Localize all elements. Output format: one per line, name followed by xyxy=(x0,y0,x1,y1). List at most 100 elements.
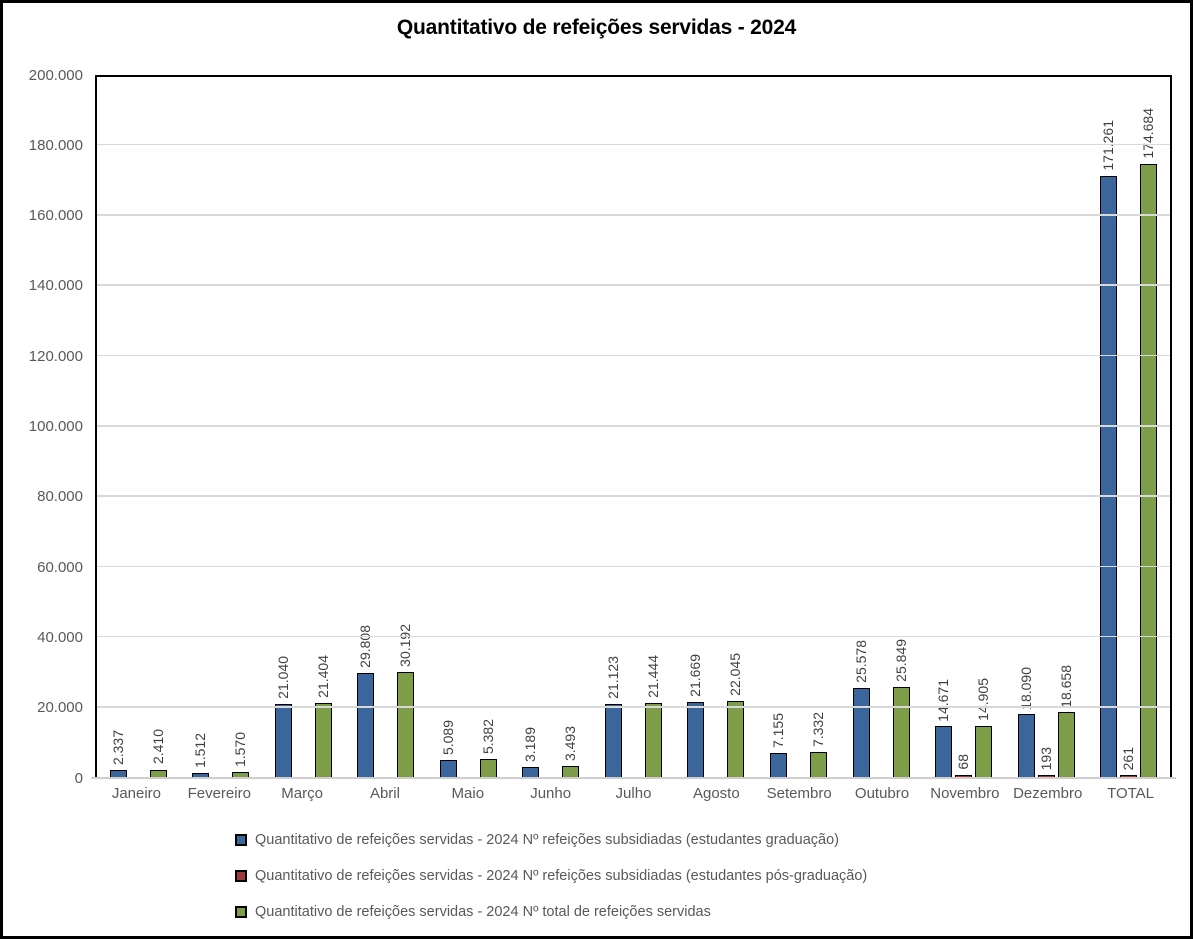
bar-value-label: 68 xyxy=(955,754,972,770)
x-tick-label: Setembro xyxy=(766,785,832,802)
bar xyxy=(274,704,292,778)
legend-label: Quantitativo de refeições servidas - 202… xyxy=(255,868,868,884)
plot-bars: 2.337 2.410 1.512 1.570 21.040 21.404 29.808 30… xyxy=(97,77,1170,778)
series-cell: 3.189 xyxy=(522,726,540,778)
bar-value-label: 7.332 xyxy=(810,712,827,748)
legend-label: Quantitativo de refeições servidas - 202… xyxy=(255,904,711,920)
y-tick-label: 100.000 xyxy=(28,418,83,435)
bar-group-agosto: 21.669 22.045 xyxy=(675,77,758,778)
series-cell: 2.337 xyxy=(109,730,127,778)
x-tick-label: Junho xyxy=(530,785,572,802)
x-tick-label: Dezembro xyxy=(1013,785,1083,802)
bar-group-fevereiro: 1.512 1.570 xyxy=(180,77,263,778)
bar xyxy=(892,687,910,778)
series-cell: 29.808 xyxy=(357,625,375,778)
bar xyxy=(479,759,497,778)
legend-swatch xyxy=(235,906,247,918)
bar xyxy=(1017,714,1035,778)
x-tick-label: TOTAL xyxy=(1107,785,1155,802)
bar xyxy=(852,688,870,778)
series-cell: 22.045 xyxy=(727,652,745,778)
x-tick-label: Novembro xyxy=(930,785,1000,802)
series-cell: 68 xyxy=(955,754,973,778)
x-tick-label: Abril xyxy=(369,785,400,802)
bar-group-setembro: 7.155 7.332 xyxy=(757,77,840,778)
bar-value-label: 1.512 xyxy=(192,732,209,768)
series-cell: 1.570 xyxy=(232,732,250,778)
series-cell: 2.410 xyxy=(149,729,167,778)
legend-item: Quantitativo de refeições servidas - 202… xyxy=(235,867,867,885)
y-tick-label: 20.000 xyxy=(37,699,83,717)
series-cell: 7.155 xyxy=(770,712,788,778)
bar-group-novembro: 14.671 68 14.905 xyxy=(922,77,1005,778)
series-cell: 7.332 xyxy=(810,712,828,778)
bar-group-dezembro: 18.090 193 18.658 xyxy=(1005,77,1088,778)
y-tick-label: 0 xyxy=(74,769,83,787)
bar-group-janeiro: 2.337 2.410 xyxy=(97,77,180,778)
series-cell: 25.849 xyxy=(892,639,910,778)
bar-value-label: 174.684 xyxy=(1140,108,1157,159)
bar-value-label: 18.658 xyxy=(1057,664,1074,708)
bar-value-label: 3.493 xyxy=(562,725,579,761)
gridline xyxy=(97,706,1170,708)
gridline xyxy=(97,635,1170,638)
bar-value-label: 3.189 xyxy=(522,726,539,762)
bar-value-label: 14.905 xyxy=(975,677,992,721)
bar-value-label: 1.570 xyxy=(232,732,249,768)
bar xyxy=(644,702,662,778)
series-cell: 1.512 xyxy=(192,732,210,778)
bar-value-label: 14.671 xyxy=(935,678,952,722)
bar-value-label: 25.578 xyxy=(852,640,869,684)
bar-value-label: 21.669 xyxy=(687,654,704,697)
bar-group-março: 21.040 21.404 xyxy=(262,77,345,778)
bar-value-label: 22.045 xyxy=(727,652,744,696)
plot-area: 2.337 2.410 1.512 1.570 21.040 21.404 29.808 30… xyxy=(95,75,1172,778)
bar-value-label: 21.404 xyxy=(314,654,331,698)
series-cell: 261 xyxy=(1120,746,1138,778)
legend-swatch xyxy=(235,834,247,846)
gridline xyxy=(97,495,1170,497)
y-tick-label: 120.000 xyxy=(28,347,83,365)
bar xyxy=(357,673,375,778)
series-cell: 21.669 xyxy=(687,654,705,778)
gridline xyxy=(97,565,1170,568)
x-tick-label: Fevereiro xyxy=(187,785,251,802)
series-cell: 171.261 xyxy=(1100,120,1118,778)
series-cell: 3.493 xyxy=(562,725,580,778)
bar-group-junho: 3.189 3.493 xyxy=(510,77,593,778)
series-cell: 193 xyxy=(1037,746,1055,778)
bar-value-label: 261 xyxy=(1120,746,1137,770)
bar-value-label: 30.192 xyxy=(397,624,414,667)
bar-group-outubro: 25.578 25.849 xyxy=(840,77,923,778)
bar-group-julho: 21.123 21.444 xyxy=(592,77,675,778)
bar xyxy=(687,701,705,778)
bar-value-label: 25.849 xyxy=(892,639,909,683)
bar-value-label: 21.444 xyxy=(644,654,661,698)
y-tick-label: 160.000 xyxy=(28,207,83,225)
legend-swatch xyxy=(235,870,247,882)
bar xyxy=(397,671,415,778)
bar xyxy=(727,700,745,778)
bar-value-label: 21.040 xyxy=(274,656,291,700)
series-cell: 25.578 xyxy=(852,640,870,778)
series-cell: 21.404 xyxy=(314,654,332,778)
bar xyxy=(1100,176,1118,778)
series-cell: 5.089 xyxy=(439,720,457,778)
series-cell: 21.444 xyxy=(644,654,662,778)
bar-value-label: 7.155 xyxy=(770,712,787,748)
bar xyxy=(1140,164,1158,778)
bar xyxy=(770,752,788,778)
bar-value-label: 5.089 xyxy=(439,720,456,756)
y-tick-label: 180.000 xyxy=(28,136,83,154)
bar xyxy=(604,703,622,778)
x-tick-label: Maio xyxy=(451,785,485,802)
bar-group-total: 171.261 261 174.684 xyxy=(1087,77,1170,778)
x-tick-label: Março xyxy=(281,785,323,802)
bar xyxy=(935,726,953,778)
bar-value-label: 193 xyxy=(1037,746,1054,770)
x-axis-line xyxy=(91,777,1176,779)
bar-value-label: 5.382 xyxy=(479,719,496,755)
series-cell: 174.684 xyxy=(1140,108,1158,778)
x-tick-label: Outubro xyxy=(854,785,910,802)
